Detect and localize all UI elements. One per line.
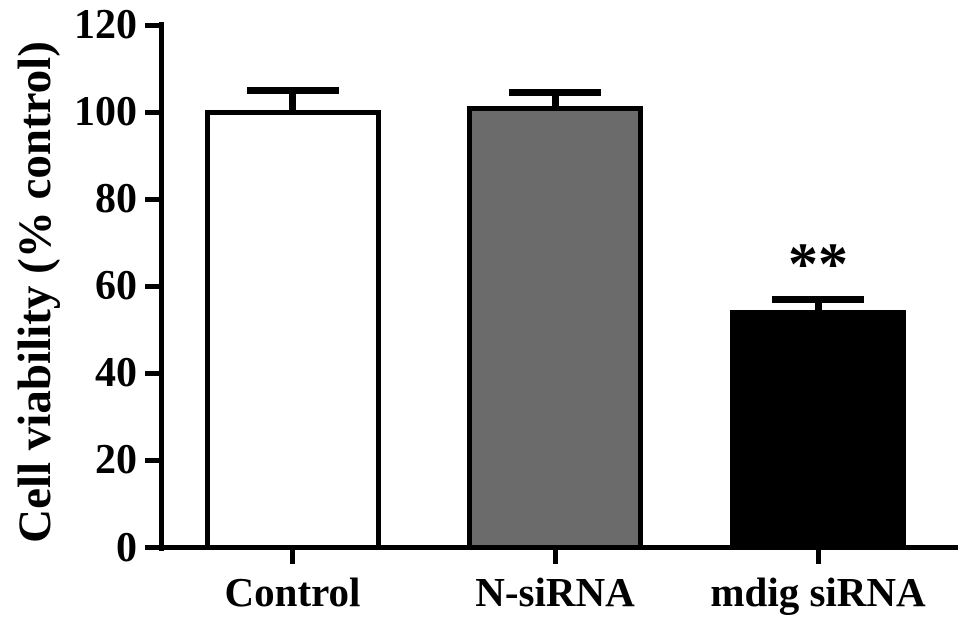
x-axis-tick-n-sirna xyxy=(552,550,558,564)
error-bar-stem-control xyxy=(289,90,296,112)
error-bar-stem-mdig-sirna xyxy=(814,299,822,313)
bar-n-sirna xyxy=(467,105,643,550)
y-tick-label: 120 xyxy=(74,2,137,48)
y-tick-label: 20 xyxy=(95,437,137,484)
x-category-label-mdig-sirna: mdig siRNA xyxy=(710,568,926,615)
y-axis-tick xyxy=(145,109,159,115)
y-tick-label: 40 xyxy=(95,350,137,397)
error-bar-cap-mdig-sirna xyxy=(772,295,864,303)
x-category-label-control: Control xyxy=(224,568,361,615)
y-axis-tick xyxy=(145,457,159,463)
x-axis-tick-mdig-sirna xyxy=(815,550,821,564)
y-axis-tick xyxy=(145,196,159,202)
y-tick-label: 80 xyxy=(95,176,137,223)
bar-control xyxy=(204,109,381,550)
error-bar-stem-n-sirna xyxy=(551,92,559,108)
y-axis-tick xyxy=(145,283,159,289)
bar-mdig-sirna xyxy=(730,310,906,550)
y-tick-label: 100 xyxy=(74,89,137,136)
y-axis-tick xyxy=(145,370,159,376)
y-tick-label: 0 xyxy=(116,524,137,571)
y-tick-label: 60 xyxy=(95,263,137,310)
significance-marker-mdig-sirna: ** xyxy=(788,231,848,298)
x-category-label-n-sirna: N-siRNA xyxy=(475,568,635,615)
error-bar-cap-n-sirna xyxy=(509,88,601,96)
y-axis-line xyxy=(159,22,164,551)
y-axis-tick xyxy=(145,22,159,28)
y-axis-tick xyxy=(145,545,159,550)
x-axis-tick-control xyxy=(290,550,295,564)
error-bar-cap-control xyxy=(246,86,339,94)
